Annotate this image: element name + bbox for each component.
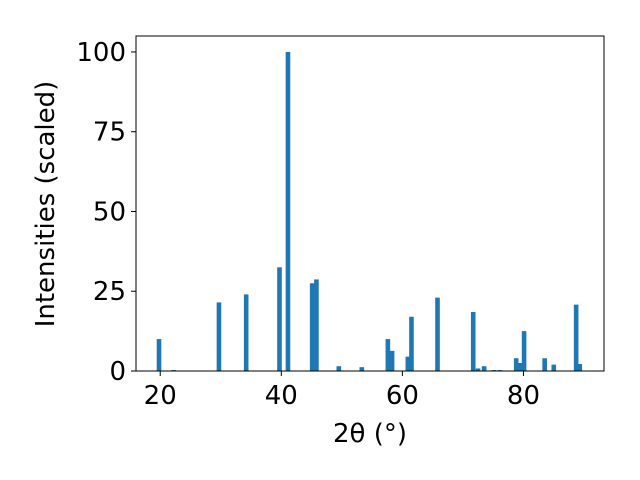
x-tick-label: 20: [144, 381, 177, 411]
bar: [481, 366, 487, 371]
bar: [470, 311, 476, 371]
bar: [336, 366, 342, 371]
y-axis-label: Intensities (scaled): [31, 81, 61, 328]
bar: [409, 316, 414, 371]
bar: [216, 302, 222, 371]
bar: [314, 279, 319, 371]
bar: [513, 358, 519, 371]
bar: [475, 368, 481, 371]
bar: [435, 297, 440, 371]
y-tick-label: 0: [109, 357, 126, 387]
bar: [285, 51, 291, 371]
bar: [277, 267, 282, 371]
bar: [243, 294, 249, 371]
y-tick-label: 75: [93, 118, 126, 148]
bar: [551, 364, 557, 371]
x-tick-label: 60: [386, 381, 419, 411]
bar: [521, 331, 527, 371]
bar: [573, 304, 579, 371]
y-tick-label: 50: [93, 197, 126, 227]
bar: [405, 356, 411, 371]
bar: [156, 339, 162, 371]
y-tick-label: 100: [76, 38, 126, 68]
bar: [542, 358, 547, 371]
x-tick-label: 40: [265, 381, 298, 411]
x-axis-label: 2θ (°): [333, 419, 407, 449]
bar: [309, 283, 315, 371]
bar: [517, 363, 523, 371]
bar: [577, 363, 583, 371]
x-tick-label: 80: [507, 381, 540, 411]
y-tick-label: 25: [93, 277, 126, 307]
bar: [359, 367, 365, 371]
bar: [385, 339, 391, 371]
plot-frame: [135, 35, 605, 372]
bar: [389, 350, 395, 371]
